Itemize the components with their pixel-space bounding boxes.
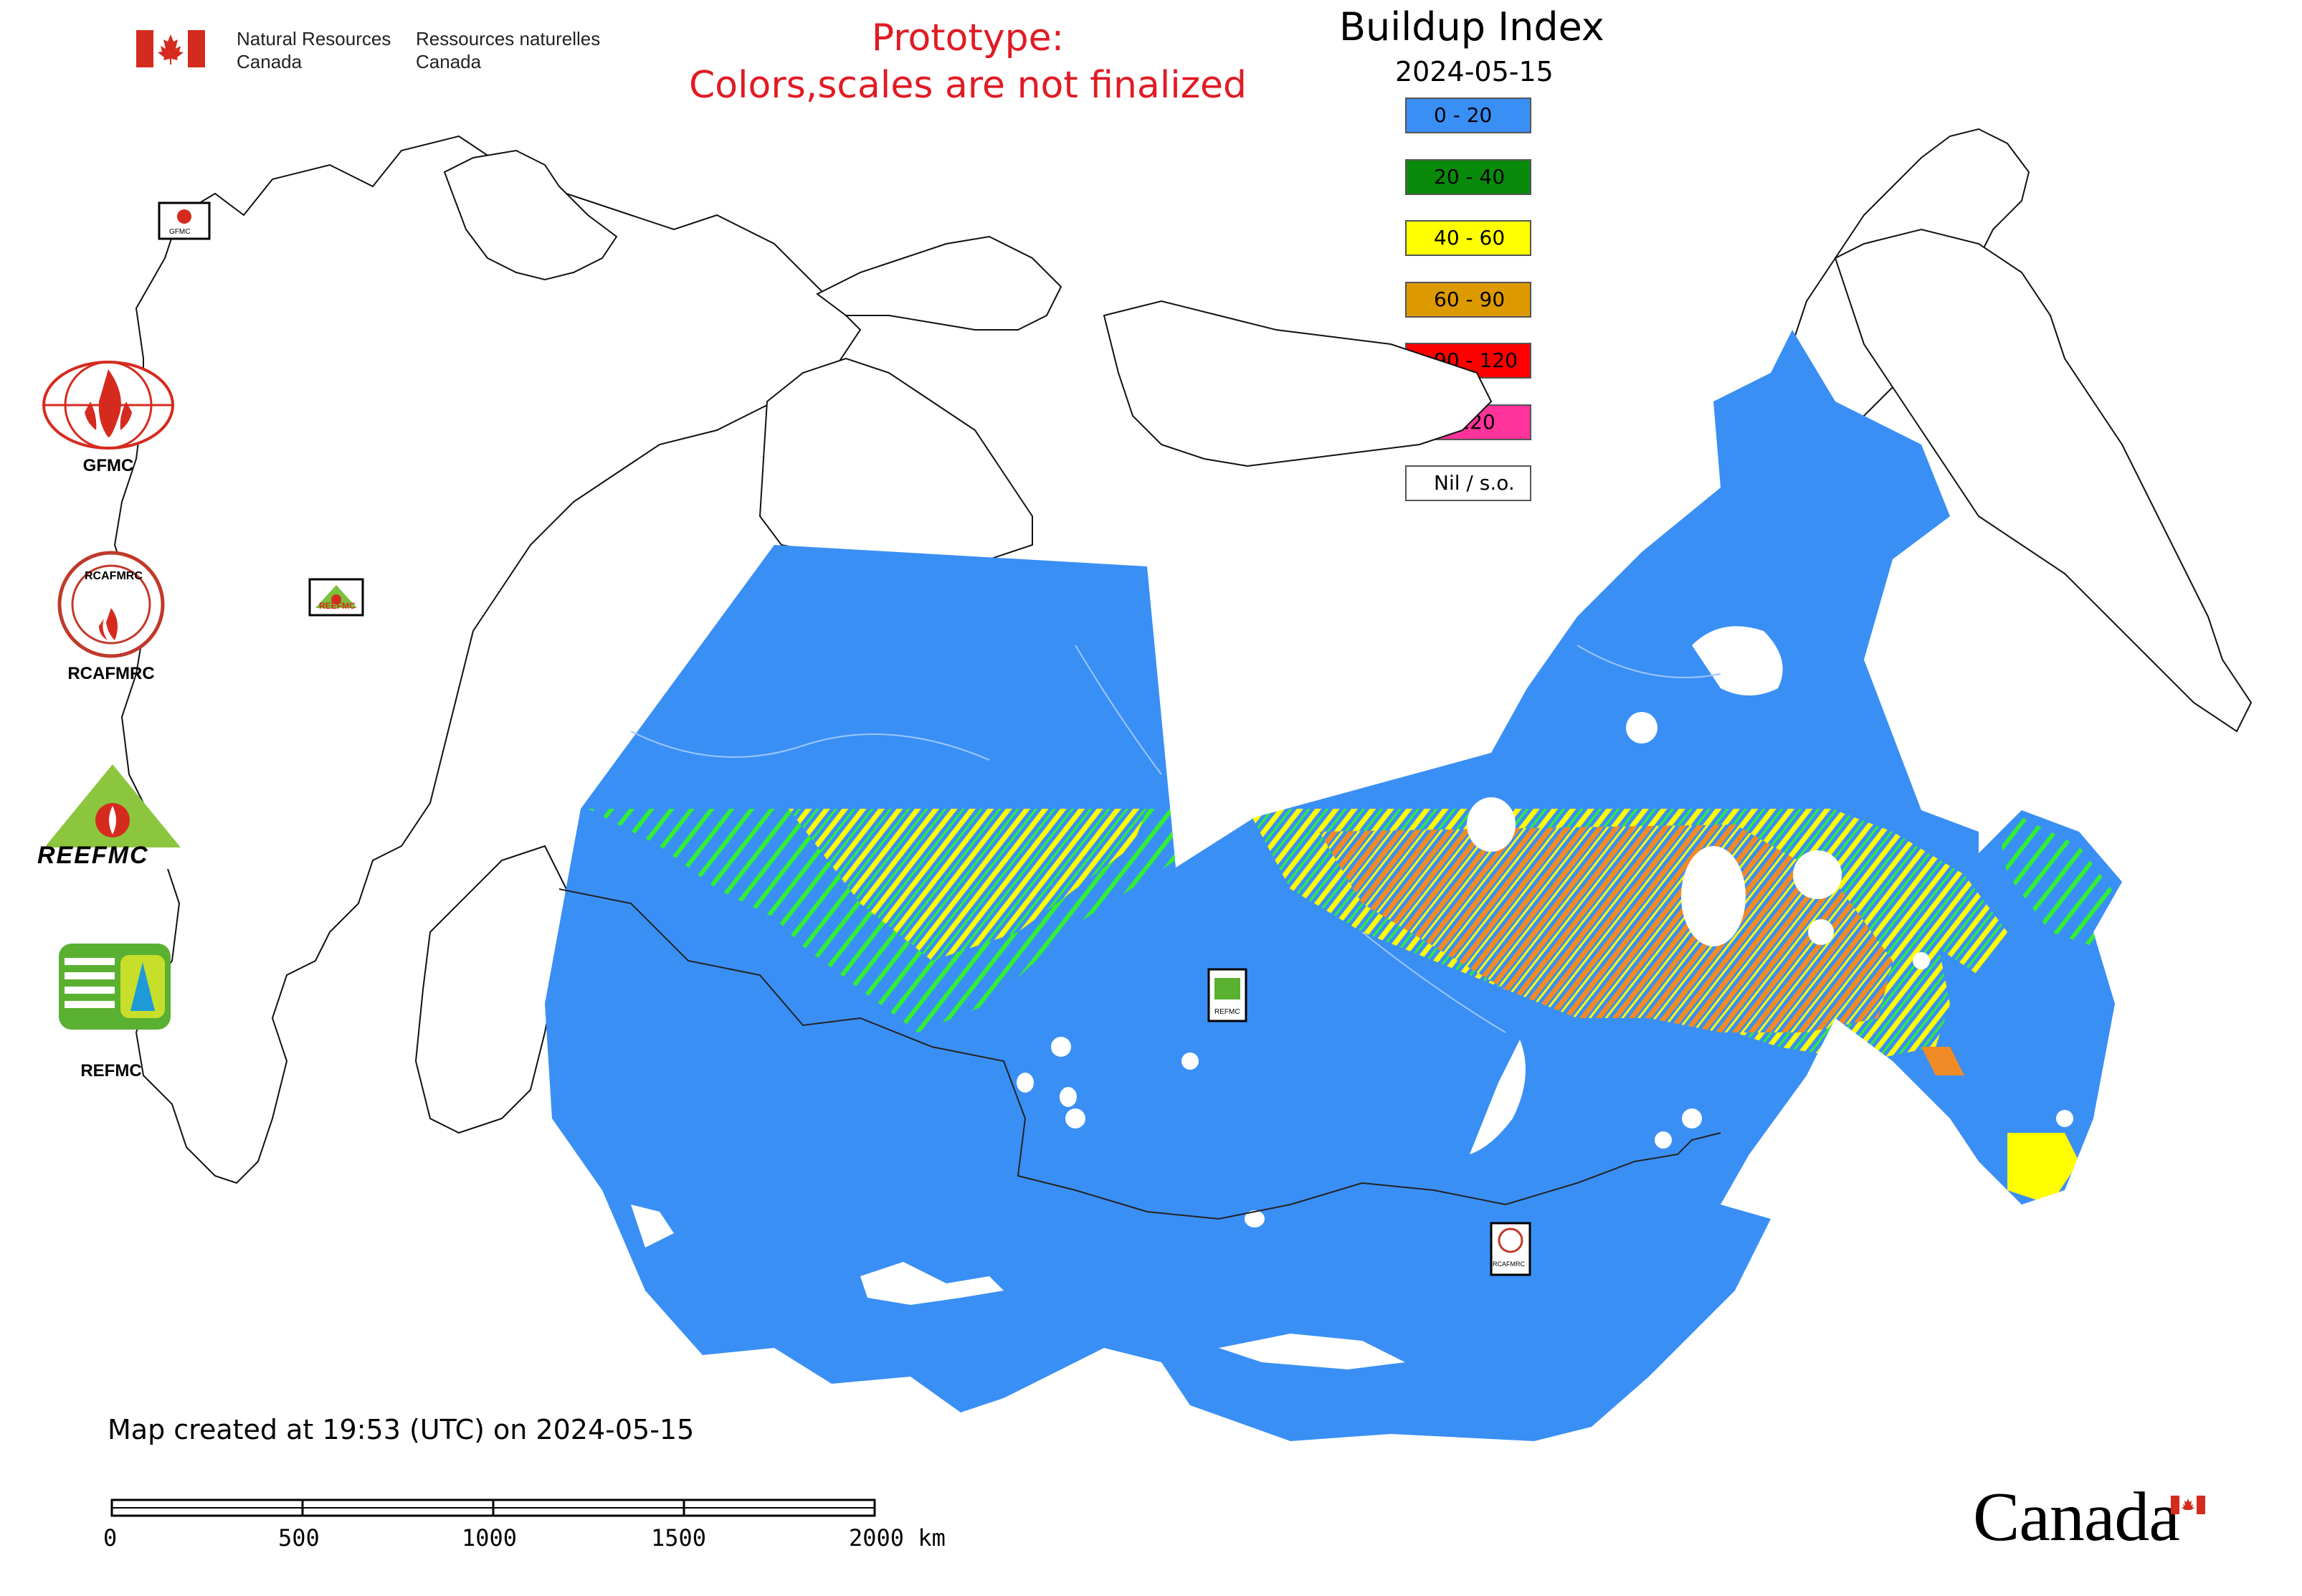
gfmc-marker-label: GFMC — [169, 228, 191, 236]
scale-tick-0: 0 — [103, 1524, 118, 1552]
refmc-logo-label: REFMC — [80, 1061, 142, 1080]
refmc-marker-label: REFMC — [1214, 1008, 1240, 1016]
legend-date: 2024-05-15 — [1395, 56, 1554, 87]
legend-class-3: 40 - 60 — [1405, 220, 1531, 256]
prototype-notice-line1: Prototype: — [871, 16, 1065, 60]
legend-title: Buildup Index — [1339, 4, 1604, 49]
canada-wordmark: Canada — [1973, 1478, 2180, 1556]
scale-tick-500: 500 — [278, 1524, 320, 1552]
rcafmrc-logo-icon — [57, 551, 165, 658]
legend-class-4: 60 - 90 — [1405, 282, 1531, 318]
prototype-notice: Prototype: Colors,scales are not finaliz… — [645, 14, 1290, 109]
rcafmrc-logo-inner-label: RCAFMRC — [85, 570, 143, 582]
department-name-en: Natural Resources Canada — [237, 28, 391, 72]
legend-class-1: 0 - 20 — [1405, 98, 1531, 133]
scale-tick-2000: 2000 km — [849, 1524, 946, 1552]
rcafmrc-marker-label: RCAFMRC — [1493, 1260, 1525, 1268]
refmc-logo-icon — [59, 944, 171, 1030]
reefmc-logo-icon — [40, 764, 185, 869]
scale-bar — [110, 1498, 876, 1517]
scale-tick-1000: 1000 — [462, 1524, 518, 1552]
rcafmrc-logo-label: RCAFMRC — [67, 664, 155, 683]
national-border — [558, 888, 1721, 1220]
reefmc-marker-label: REEFMC — [319, 601, 356, 611]
legend-class-2: 20 - 40 — [1405, 159, 1531, 195]
gfmc-logo-icon — [42, 361, 174, 450]
buildup-index-field — [545, 330, 2122, 1441]
gfmc-logo-label: GFMC — [82, 456, 134, 475]
legend-class-7: Nil / s.o. — [1405, 465, 1531, 501]
map-center-markers — [158, 201, 1531, 1276]
country-outlines — [113, 128, 2253, 1184]
department-name-fr: Ressources naturelles Canada — [416, 28, 601, 72]
prototype-notice-line2: Colors,scales are not finalized — [688, 64, 1247, 107]
canada-flag-icon — [136, 30, 205, 67]
river-lines — [630, 645, 1721, 1033]
map-created-note: Map created at 19:53 (UTC) on 2024-05-15 — [108, 1414, 695, 1445]
reefmc-logo-label: REEFMC — [37, 842, 149, 869]
wordmark-flag-icon — [2171, 1496, 2205, 1514]
scale-tick-1500: 1500 — [651, 1524, 707, 1552]
